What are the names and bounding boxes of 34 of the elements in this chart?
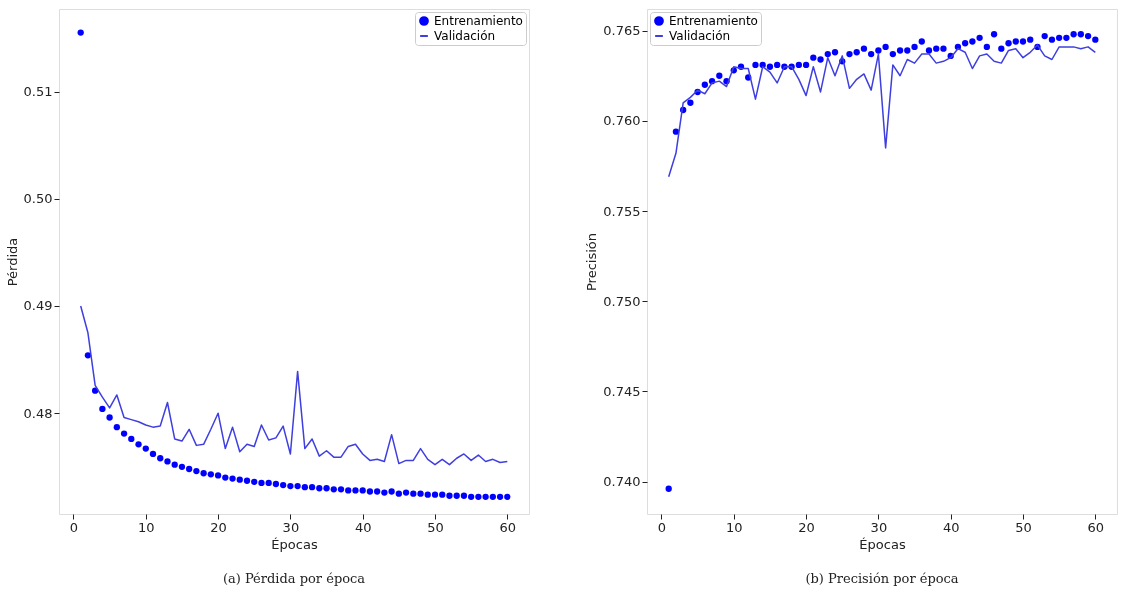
y-tick-label: 0.49 [23,298,53,314]
x-tick-label: 0 [657,519,667,535]
x-axis-title: Épocas [859,536,906,552]
y-tick-label: 0.50 [23,191,53,207]
legend-label: Entrenamiento [669,14,758,28]
x-tick-label: 20 [798,519,815,535]
x-tick-label: 60 [499,519,517,535]
x-tick-label: 50 [1015,519,1032,535]
x-tick-label: 10 [138,519,155,535]
y-tick-label: 0.51 [23,84,53,100]
x-tick-label: 30 [870,519,888,535]
y-tick-label: 0.760 [603,113,641,129]
x-tick-label: 60 [1087,519,1105,535]
y-tick-label: 0.765 [603,23,641,39]
x-tick-label: 30 [282,519,300,535]
x-tick-label: 40 [354,519,372,535]
y-axis-title: Precisión [584,232,600,292]
x-tick-label: 0 [69,519,79,535]
y-tick-label: 0.48 [23,405,53,421]
legend-label: Validación [669,29,731,43]
legend-label: Entrenamiento [434,14,523,28]
y-axis-title: Pérdida [4,237,20,287]
x-axis-title: Épocas [271,536,318,552]
legend-label: Validación [434,29,496,43]
y-tick-label: 0.755 [603,203,641,219]
text: (a) Pérdida por época [222,571,366,586]
y-tick-label: 0.750 [603,293,641,309]
y-tick-label: 0.740 [603,474,641,490]
x-tick-label: 10 [726,519,743,535]
text: (b) Precisión por época [805,571,959,586]
x-tick-label: 20 [210,519,227,535]
x-tick-label: 40 [942,519,960,535]
x-tick-label: 50 [427,519,444,535]
y-tick-label: 0.745 [603,383,641,399]
